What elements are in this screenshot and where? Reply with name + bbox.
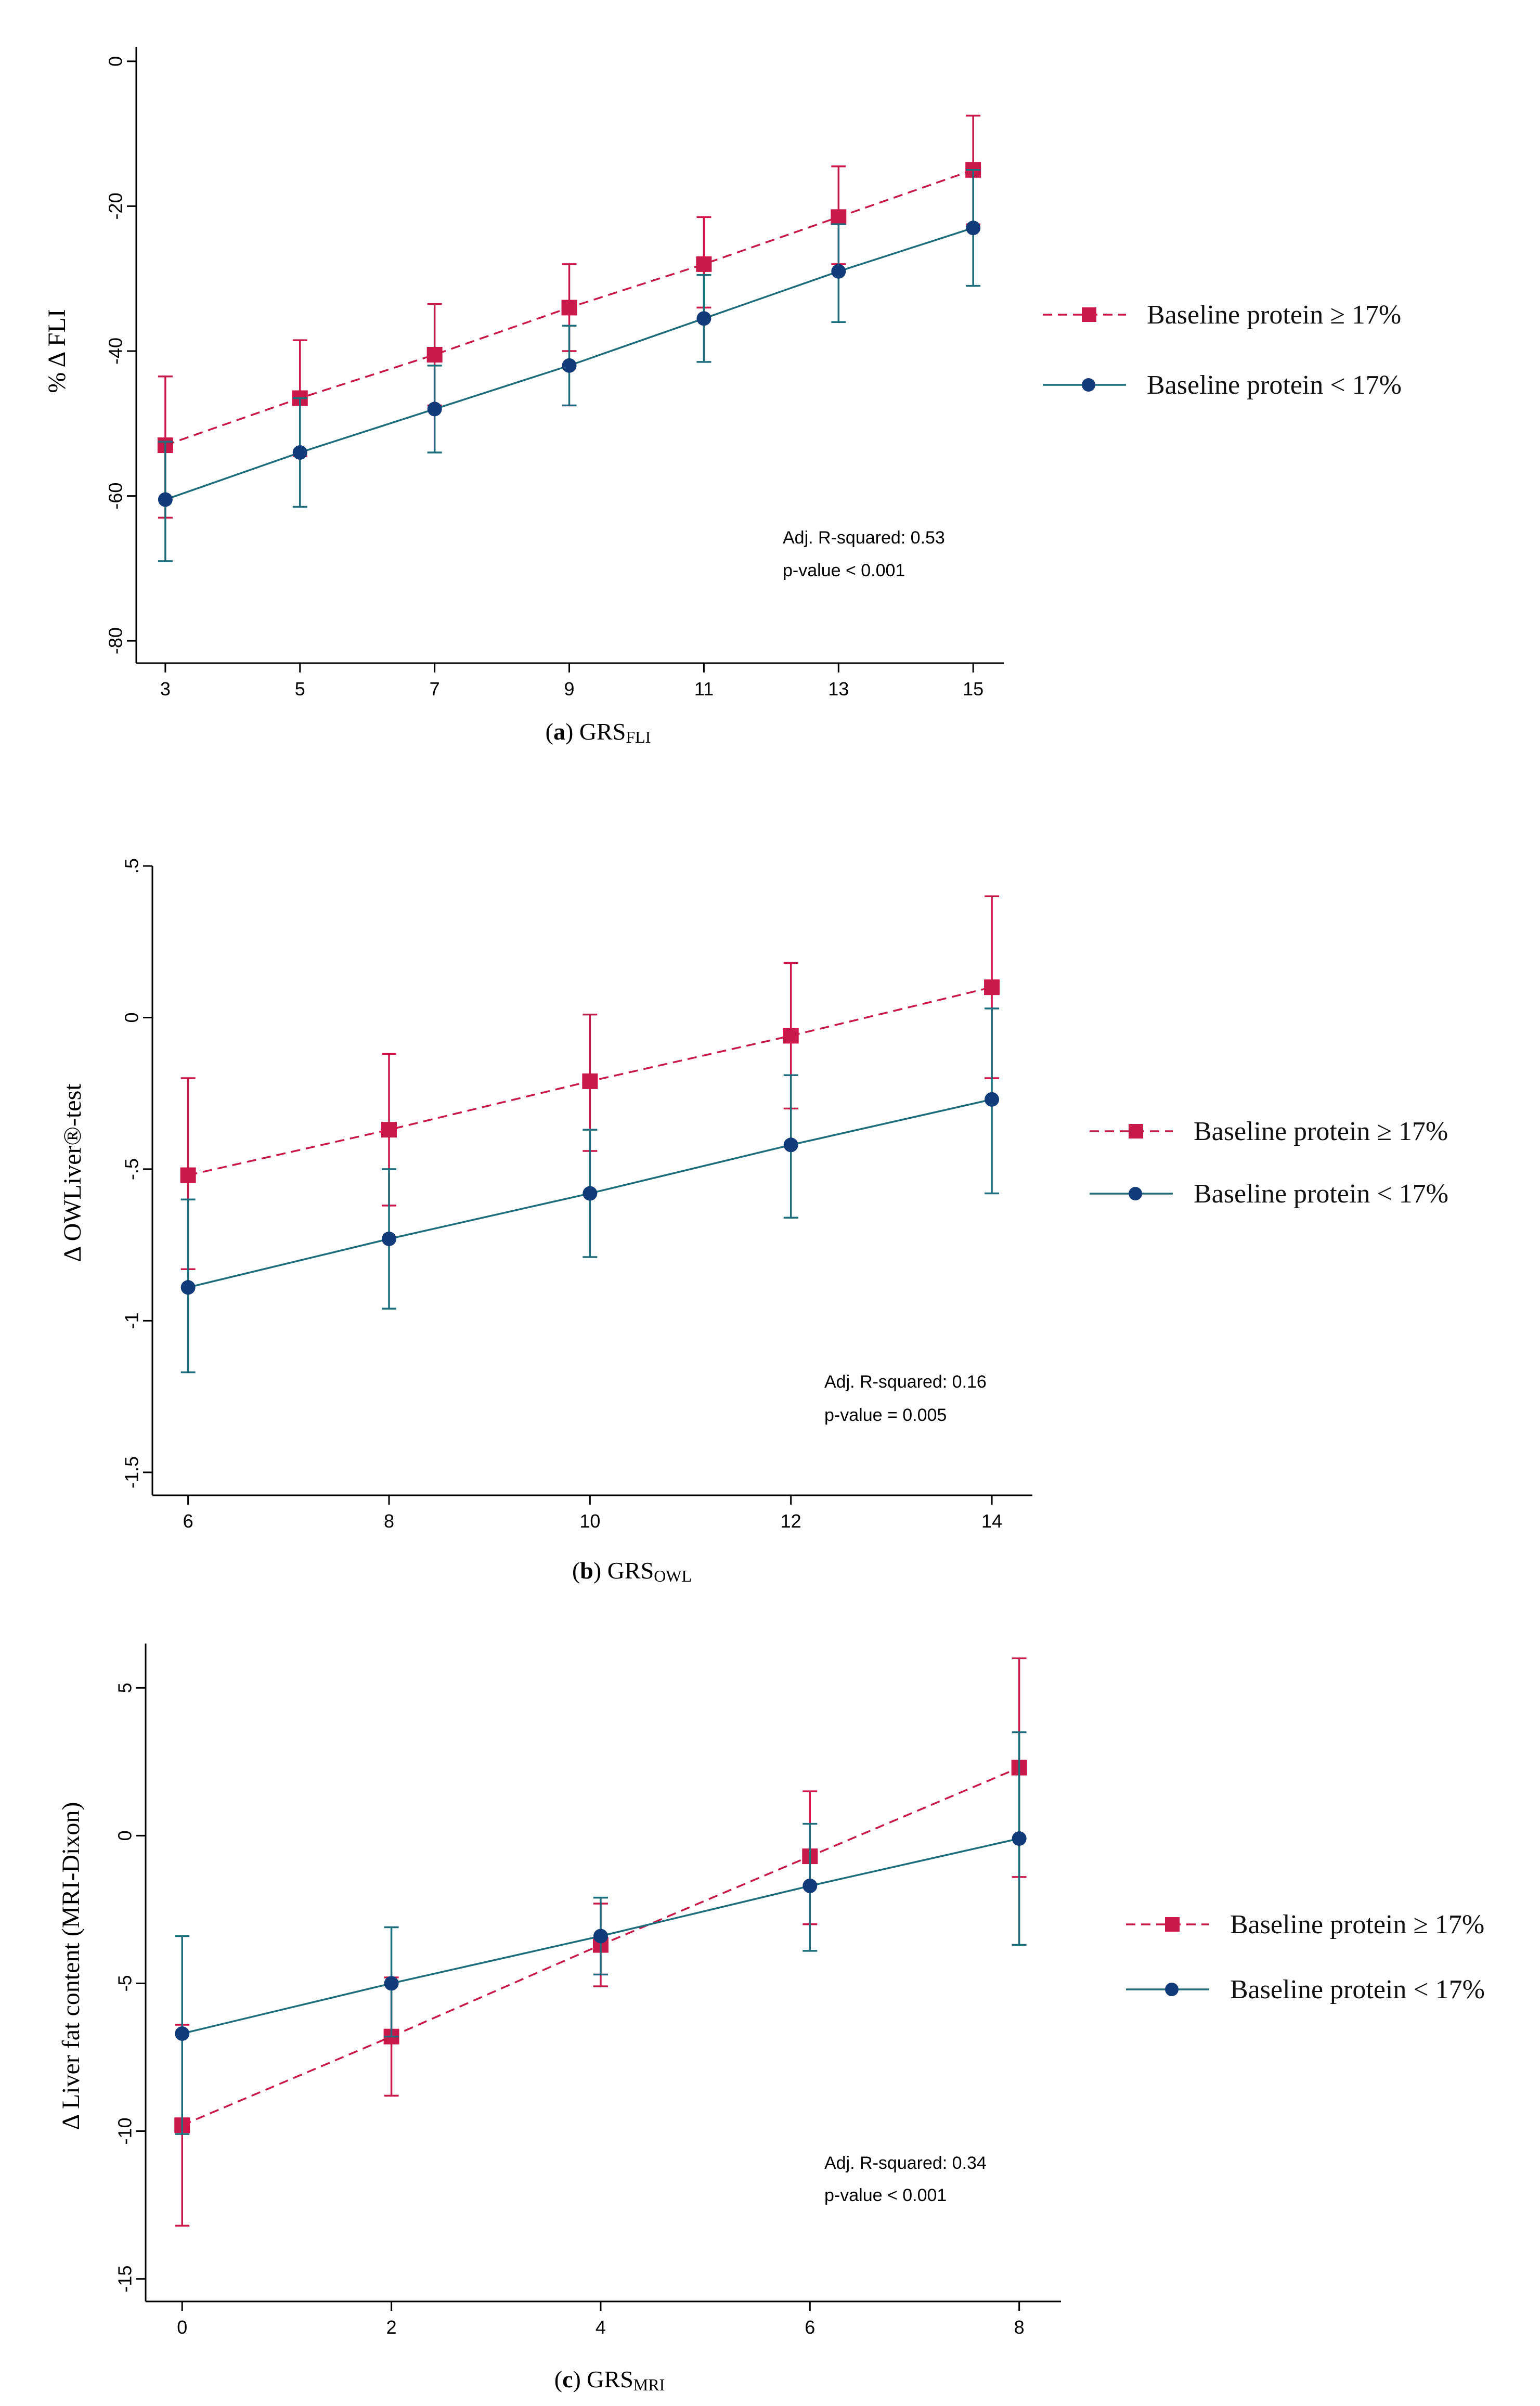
data-point-low [985,1092,1000,1107]
caption-paren: ( [572,1557,580,1584]
y-tick-label: 0 [114,1830,136,1841]
x-tick-label: 9 [564,678,575,700]
annotation-r-squared: Adj. R-squared: 0.53 [783,528,945,548]
legend-label-high: Baseline protein ≥ 17% [1230,1910,1484,1939]
data-point-low [803,1878,818,1893]
data-point-low [292,445,307,460]
y-tick-label: -40 [105,338,126,365]
data-point-high [984,979,1000,995]
panel-a: 0 -20 -40 -60 -80 3 5 7 9 11 13 15 % Δ FLI (a) GRSFLI… [43,47,1402,746]
data-point-high [582,1073,598,1089]
x-tick-label: 0 [177,2317,187,2338]
caption-letter: b [580,1557,593,1584]
x-tick-label: 5 [295,678,305,700]
data-point-low [583,1186,598,1201]
legend-label-low: Baseline protein < 17% [1147,370,1402,400]
x-tick-label: 4 [596,2317,606,2338]
y-axis-label: Δ Liver fat content (MRI-Dixon) [57,1802,85,2130]
y-tick-label: -80 [105,627,126,654]
data-point-low [966,221,981,236]
data-point-low [175,2026,190,2041]
x-tick-label: 13 [828,678,849,700]
x-tick-label: 11 [694,678,714,700]
caption-subscript: OWL [654,1567,692,1585]
y-tick-label: -15 [114,2266,136,2293]
caption-paren: ( [546,718,553,745]
x-tick-label: 2 [386,2317,397,2338]
data-point-low [783,1137,798,1153]
panel-caption: (c) GRSMRI [554,2366,665,2394]
caption-main: ) GRS [593,1557,654,1584]
panel-caption: (a) GRSFLI [546,718,651,746]
data-point-low [384,1976,399,1991]
x-tick-label: 10 [579,1510,600,1532]
annotation-p-value: p-value < 0.001 [783,561,905,580]
data-point-low [158,492,173,507]
x-tick-label: 14 [981,1510,1002,1532]
y-tick-label: -10 [114,2117,136,2144]
y-tick-label: 0 [121,1012,143,1023]
data-point-low [562,358,577,373]
x-tick-label: 8 [1014,2317,1025,2338]
caption-main: ) GRS [565,718,626,745]
data-point-low [427,402,442,417]
legend-label-high: Baseline protein ≥ 17% [1147,300,1401,330]
data-point-high [831,209,847,225]
annotation-p-value: p-value = 0.005 [824,1405,947,1425]
caption-subscript: FLI [626,728,651,746]
data-point-low [593,1929,608,1944]
data-point-high [561,300,577,316]
legend-marker-low [1165,1983,1179,1996]
panel-c: 5 0 -5 -10 -15 0 2 4 6 8 Δ Liver fat content (MRI-… [57,1644,1485,2394]
data-point-high [426,346,443,363]
data-point-high [783,1028,799,1044]
x-tick-label: 7 [430,678,440,700]
legend-label-high: Baseline protein ≥ 17% [1194,1117,1448,1146]
x-tick-label: 6 [805,2317,815,2338]
caption-main: ) GRS [573,2366,633,2392]
x-tick-label: 8 [384,1510,394,1532]
legend-marker-high [1082,307,1096,322]
annotation-p-value: p-value < 0.001 [824,2185,947,2205]
annotation-r-squared: Adj. R-squared: 0.16 [824,1372,987,1392]
x-tick-label: 15 [963,678,983,700]
legend-marker-high [1165,1917,1180,1932]
data-point-low [831,264,846,279]
legend-marker-low [1082,378,1095,392]
panel-caption: (b) GRSOWL [572,1557,692,1585]
x-tick-label: 12 [781,1510,801,1532]
x-tick-label: 3 [160,678,171,700]
y-tick-label: -5 [114,1975,136,1991]
data-point-low [696,311,711,326]
caption-paren: ( [554,2366,562,2392]
y-axis-label: Δ OWLiver®-test [59,1083,86,1262]
data-point-high [696,256,712,272]
y-tick-label: -.5 [121,1158,143,1180]
legend-label-low: Baseline protein < 17% [1194,1179,1448,1209]
y-tick-label: 5 [114,1683,136,1693]
data-point-low [180,1280,196,1295]
caption-letter: a [553,718,565,745]
annotation-r-squared: Adj. R-squared: 0.34 [824,2153,987,2173]
caption-subscript: MRI [633,2375,665,2394]
y-tick-label: .5 [121,858,143,874]
data-point-low [381,1232,396,1246]
legend-marker-high [1129,1124,1143,1139]
y-tick-label: -1 [121,1312,143,1329]
data-point-high [180,1167,196,1183]
panel-b: .5 0 -.5 -1 -1.5 6 8 10 12 14 Δ OWLiver®-test (b) G… [59,858,1448,1585]
y-axis-label: % Δ FLI [43,309,71,393]
y-tick-label: 0 [105,56,126,67]
legend-label-low: Baseline protein < 17% [1230,1975,1485,2004]
legend-marker-low [1129,1187,1142,1200]
caption-letter: c [562,2366,573,2392]
x-tick-label: 6 [183,1510,193,1532]
y-tick-label: -20 [105,192,126,219]
y-tick-label: -1.5 [121,1456,143,1489]
data-point-high [381,1122,397,1138]
y-tick-label: -60 [105,483,126,510]
data-point-low [1012,1831,1027,1846]
